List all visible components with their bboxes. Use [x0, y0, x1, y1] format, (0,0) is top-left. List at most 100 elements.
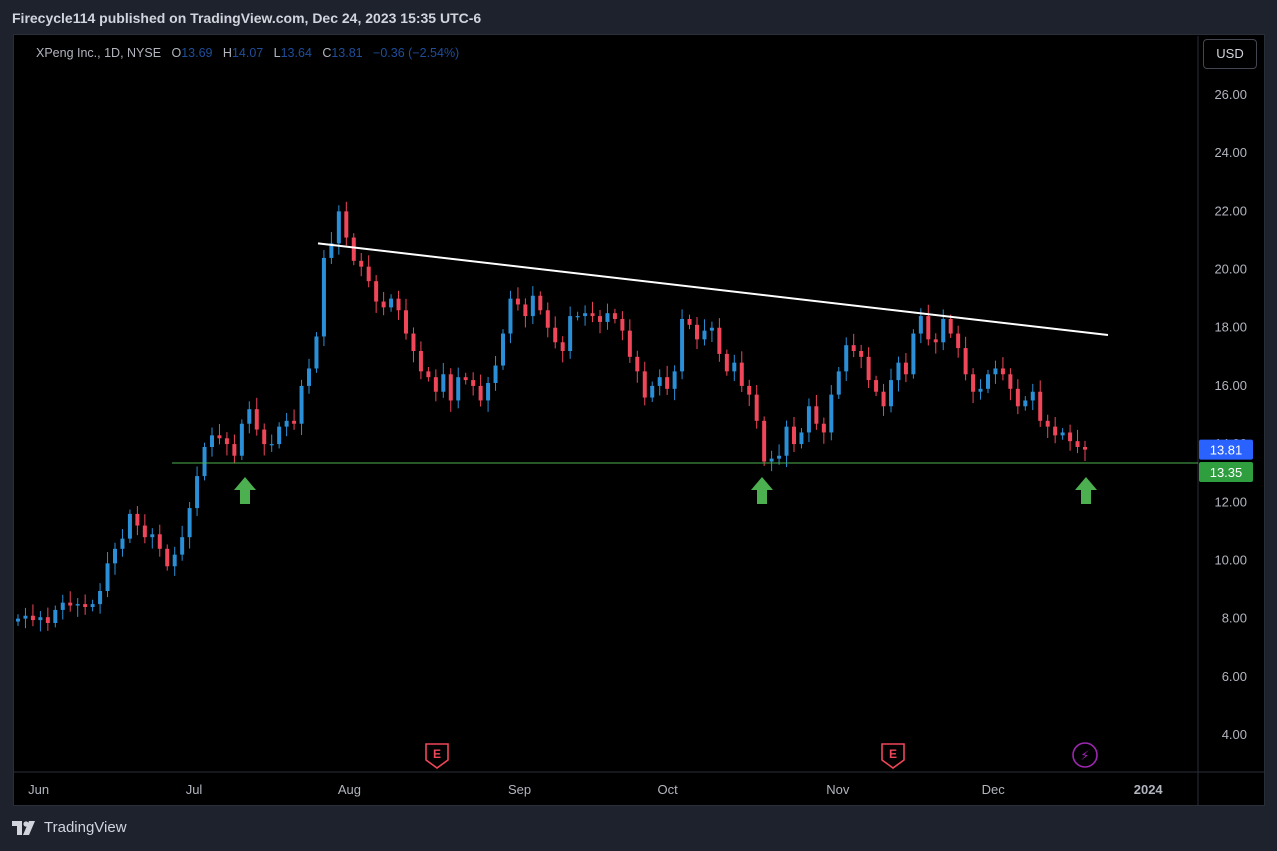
candle-body — [821, 423, 826, 433]
candle-body — [224, 438, 229, 445]
chart-panel[interactable] — [13, 34, 1265, 806]
candle-body — [75, 604, 80, 606]
candle-body — [135, 513, 140, 526]
candle-body — [986, 374, 990, 389]
candle-body — [366, 266, 371, 282]
earnings-label: E — [889, 747, 897, 761]
x-tick-label: Nov — [826, 782, 850, 797]
y-tick-label: 10.00 — [1214, 552, 1247, 567]
candle-body — [493, 365, 498, 383]
candle-body — [777, 455, 782, 459]
candle-body — [598, 316, 602, 322]
candle-body — [127, 513, 132, 539]
x-tick-label: Oct — [657, 782, 678, 797]
y-tick-label: 16.00 — [1214, 378, 1247, 393]
open-value: 13.69 — [181, 46, 213, 60]
candle-body — [642, 371, 647, 398]
candle-body — [523, 304, 528, 317]
candle-body — [792, 426, 796, 445]
last-price-label: 13.81 — [1210, 443, 1243, 458]
low-value: 13.64 — [280, 46, 312, 60]
candle-body — [836, 371, 841, 395]
candle-body — [732, 362, 737, 372]
candle-body — [612, 313, 617, 319]
candle-body — [501, 333, 505, 366]
candle-body — [68, 602, 73, 606]
x-tick-label: 2024 — [1134, 782, 1164, 797]
candle-body — [799, 432, 804, 445]
candle-body — [508, 298, 513, 334]
candle-body — [769, 458, 774, 462]
candle-body — [754, 394, 759, 421]
tradingview-logo-icon — [12, 820, 35, 835]
candle-body — [933, 339, 938, 343]
candle-body — [463, 377, 468, 381]
candle-body — [277, 426, 282, 445]
candle-body — [284, 420, 289, 427]
candle-body — [202, 447, 207, 477]
candle-body — [851, 345, 856, 351]
candle-body — [486, 383, 491, 401]
y-tick-label: 22.00 — [1214, 203, 1247, 218]
candle-body — [105, 563, 110, 591]
candle-body — [926, 316, 931, 340]
y-tick-label: 18.00 — [1214, 320, 1247, 335]
x-tick-label: Jul — [186, 782, 203, 797]
up-arrow-icon — [234, 477, 256, 504]
currency-button[interactable]: USD — [1203, 39, 1257, 69]
y-tick-label: 12.00 — [1214, 494, 1247, 509]
x-tick-label: Sep — [508, 782, 531, 797]
candle-body — [739, 362, 744, 386]
candle-body — [45, 617, 50, 623]
candle-body — [650, 385, 655, 398]
candle-body — [269, 444, 274, 446]
candle-body — [1000, 368, 1005, 375]
earnings-icon[interactable] — [881, 743, 905, 769]
candle-body — [806, 406, 811, 433]
candle-body — [262, 429, 267, 445]
candle-body — [187, 508, 192, 538]
candle-body — [844, 345, 849, 372]
y-tick-label: 26.00 — [1214, 87, 1247, 102]
lightning-label: ⚡ — [1080, 749, 1089, 764]
change-value: −0.36 (−2.54%) — [373, 46, 460, 60]
last-price-tag — [1199, 439, 1253, 460]
candle-body — [627, 330, 632, 357]
candle-body — [874, 380, 879, 392]
candle-body — [747, 385, 752, 395]
candle-body — [321, 257, 326, 337]
x-tick-label: Dec — [982, 782, 1006, 797]
earnings-icon[interactable] — [425, 743, 449, 769]
candle-body — [478, 385, 483, 401]
candle-body — [157, 534, 162, 549]
candle-body — [515, 298, 520, 305]
candle-body — [948, 319, 953, 334]
candle-body — [1015, 388, 1020, 407]
footer-brand-text: TradingView — [44, 819, 127, 836]
candle-body — [448, 374, 453, 401]
candle-body — [605, 313, 610, 322]
candle-body — [180, 537, 185, 555]
candle-body — [896, 362, 901, 381]
earnings-label: E — [433, 747, 441, 761]
candle-body — [1068, 432, 1073, 442]
lightning-icon[interactable] — [1072, 742, 1098, 768]
candle-body — [90, 604, 95, 607]
candle-body — [530, 295, 535, 317]
candle-body — [456, 377, 461, 401]
candle-body — [471, 380, 476, 386]
candle-body — [665, 377, 670, 389]
candle-body — [165, 548, 170, 567]
footer-brand[interactable]: TradingView — [12, 819, 127, 836]
candle-body — [687, 319, 692, 325]
y-tick-label: 20.00 — [1214, 262, 1247, 277]
candle-body — [657, 377, 662, 386]
open-label: O — [171, 46, 182, 60]
candle-body — [941, 319, 946, 343]
x-tick-label: Aug — [338, 782, 361, 797]
candle-body — [30, 615, 35, 621]
candle-body — [381, 301, 386, 308]
candle-body — [903, 362, 908, 375]
candle-body — [568, 316, 573, 351]
